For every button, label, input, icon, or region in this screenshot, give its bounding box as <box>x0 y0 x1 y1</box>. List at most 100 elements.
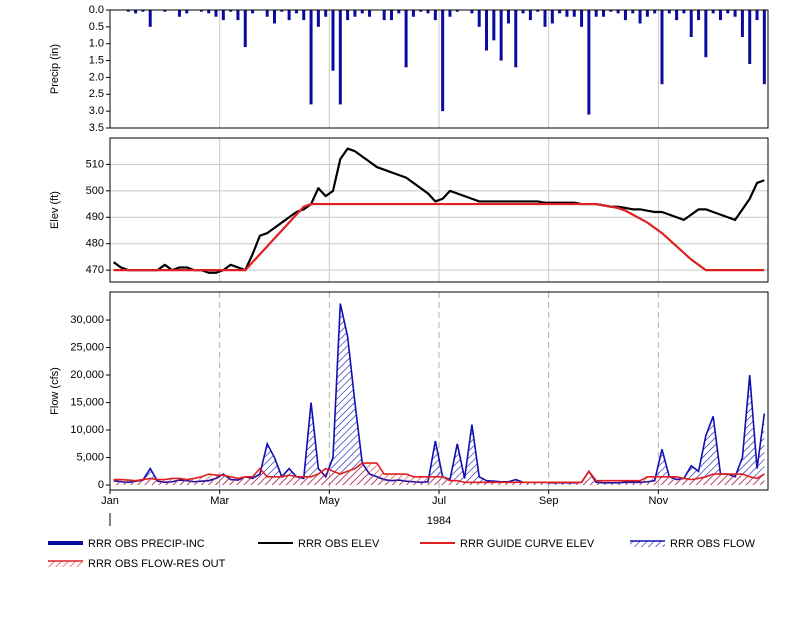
bar <box>280 10 284 12</box>
bar <box>411 10 415 17</box>
x-tick-label: Jan <box>101 495 119 507</box>
bar <box>514 10 518 68</box>
bar <box>455 10 459 12</box>
y-tick-label: 3.5 <box>89 122 104 134</box>
y-tick-label: 15,000 <box>70 396 104 408</box>
bar <box>433 10 437 21</box>
bar <box>382 10 386 21</box>
y-axis-label: Precip (in) <box>49 44 61 94</box>
y-tick-label: 490 <box>86 211 104 223</box>
y-axis-label: Flow (cfs) <box>49 367 61 415</box>
bar <box>404 10 408 68</box>
bar <box>682 10 686 14</box>
bar <box>229 10 233 12</box>
y-tick-label: 20,000 <box>70 369 104 381</box>
line <box>113 202 765 272</box>
bar <box>324 10 328 17</box>
y-tick-label: 470 <box>86 264 104 276</box>
legend-label: RRR OBS FLOW <box>670 538 756 550</box>
legend-item: RRR OBS PRECIP-INC <box>48 538 205 550</box>
bar <box>185 10 189 14</box>
bar <box>543 10 547 27</box>
x-tick-label: Sep <box>539 495 559 507</box>
bar <box>697 10 701 21</box>
bar <box>565 10 569 17</box>
bar <box>740 10 744 37</box>
bar <box>587 10 591 115</box>
bar <box>214 10 218 17</box>
y-tick-label: 30,000 <box>70 314 104 326</box>
bar <box>550 10 554 24</box>
y-tick-label: 0.0 <box>89 4 104 16</box>
bar <box>506 10 510 24</box>
bar <box>126 10 130 12</box>
plot-frame <box>109 137 769 283</box>
legend-item: RRR GUIDE CURVE ELEV <box>420 538 595 550</box>
plot-frame <box>109 9 769 129</box>
bar <box>265 10 269 17</box>
legend-swatch <box>630 541 665 547</box>
y-tick-label: 480 <box>86 238 104 250</box>
bar <box>711 10 715 14</box>
bar <box>389 10 393 21</box>
bar <box>675 10 679 21</box>
bar <box>718 10 722 21</box>
bar <box>426 10 430 14</box>
legend-label: RRR OBS FLOW-RES OUT <box>88 558 226 570</box>
bar <box>448 10 452 17</box>
area-line <box>113 462 765 484</box>
bar <box>360 10 364 14</box>
bar <box>762 10 766 85</box>
legend-label: RRR OBS ELEV <box>298 538 380 550</box>
bar <box>528 10 532 21</box>
bar <box>309 10 313 105</box>
bar <box>616 10 620 14</box>
y-tick-label: 510 <box>86 158 104 170</box>
y-tick-label: 5,000 <box>76 451 104 463</box>
legend-item: RRR OBS FLOW <box>630 538 756 550</box>
y-tick-label: 1.5 <box>89 54 104 66</box>
bar <box>558 10 562 14</box>
y-axis-label: Elev (ft) <box>49 191 61 229</box>
legend-swatch <box>48 561 83 567</box>
bar <box>660 10 664 85</box>
bar <box>594 10 598 17</box>
x-axis-label: 1984 <box>427 515 451 527</box>
bar <box>251 10 255 14</box>
bar <box>287 10 291 21</box>
bar <box>141 10 145 12</box>
bar <box>199 10 203 12</box>
bar <box>733 10 737 17</box>
bar <box>338 10 342 105</box>
bar <box>441 10 445 112</box>
bar <box>148 10 152 27</box>
bar <box>302 10 306 21</box>
legend-item: RRR OBS ELEV <box>258 538 380 550</box>
legend-item: RRR OBS FLOW-RES OUT <box>48 558 226 570</box>
y-tick-label: 25,000 <box>70 341 104 353</box>
bar <box>689 10 693 37</box>
bar <box>294 10 298 14</box>
bar <box>273 10 276 24</box>
x-tick-label: Nov <box>649 495 669 507</box>
bar <box>331 10 335 71</box>
bar <box>207 10 211 14</box>
y-tick-label: 0.5 <box>89 21 104 33</box>
bar <box>221 10 225 21</box>
y-tick-label: 3.0 <box>89 105 104 117</box>
bar <box>602 10 605 17</box>
bar <box>638 10 642 24</box>
bar <box>631 10 635 14</box>
bar <box>536 10 540 12</box>
bar <box>572 10 576 17</box>
bar <box>653 10 657 14</box>
bar <box>667 10 671 14</box>
bar <box>236 10 240 21</box>
bar <box>580 10 584 27</box>
bar <box>521 10 525 14</box>
bar <box>419 10 423 12</box>
bar <box>704 10 708 58</box>
bar <box>477 10 481 27</box>
y-tick-label: 2.0 <box>89 71 104 83</box>
